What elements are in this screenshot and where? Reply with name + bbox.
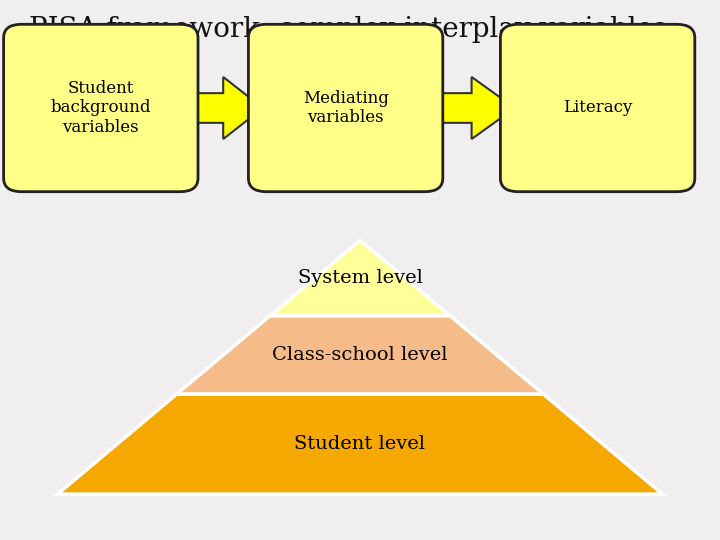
Text: Literacy: Literacy <box>563 99 632 117</box>
Text: Student
background
variables: Student background variables <box>50 80 151 136</box>
Text: Class-school level: Class-school level <box>272 346 448 364</box>
Text: Student level: Student level <box>294 435 426 453</box>
Polygon shape <box>428 77 515 139</box>
FancyBboxPatch shape <box>4 24 198 192</box>
Polygon shape <box>184 77 263 139</box>
Text: System level: System level <box>297 269 423 287</box>
Polygon shape <box>176 316 544 394</box>
Polygon shape <box>270 240 450 316</box>
Text: PISA framework: complex interplay variables: PISA framework: complex interplay variab… <box>29 16 667 43</box>
Polygon shape <box>58 394 662 494</box>
FancyBboxPatch shape <box>500 24 695 192</box>
Text: Mediating
variables: Mediating variables <box>302 90 389 126</box>
FancyBboxPatch shape <box>248 24 443 192</box>
